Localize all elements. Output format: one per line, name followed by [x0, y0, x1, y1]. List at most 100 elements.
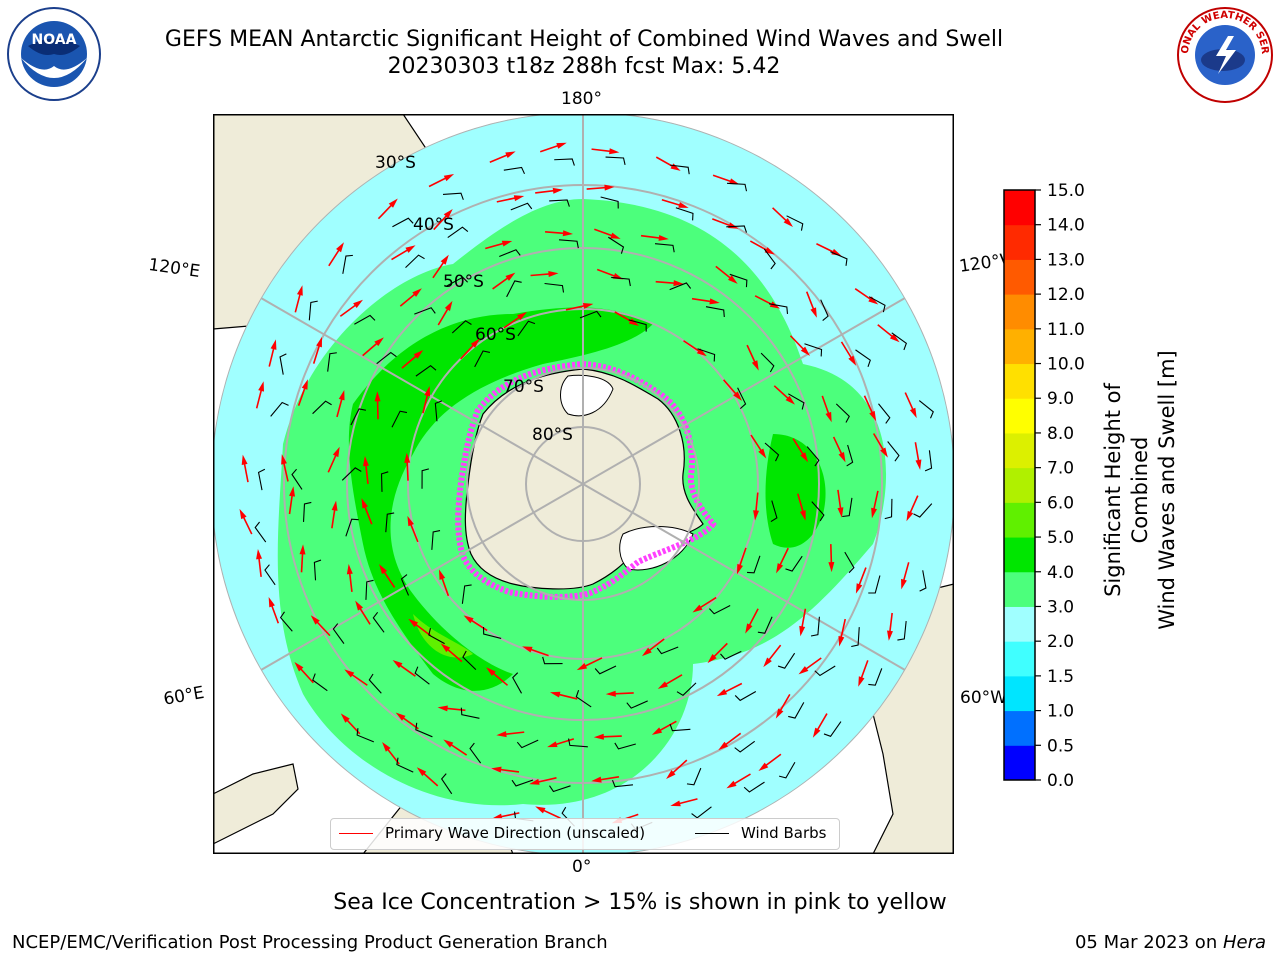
wind-barb: [608, 236, 625, 254]
wind-barb: [442, 192, 464, 200]
wave-arrow-head: [828, 562, 835, 573]
wave-arrow-head: [340, 713, 350, 723]
wind-barb: [372, 611, 385, 633]
wave-arrow-head: [751, 360, 759, 371]
wind-barb: [434, 400, 443, 422]
africa-land: [213, 763, 299, 845]
wave-arrow-head: [775, 708, 784, 719]
nws-logo: NATIONAL WEATHER SERVICE: [1176, 6, 1273, 103]
wave-arrow-head: [666, 770, 676, 779]
wave-arrow-head: [363, 456, 369, 467]
noaa-logo-text: NOAA: [32, 32, 77, 48]
colorbar-swatch: [1004, 432, 1035, 469]
wind-barb: [811, 501, 825, 522]
noaa-logo: NOAA: [7, 7, 101, 101]
wind-barb: [312, 400, 332, 415]
wave-arrow-head: [692, 604, 703, 613]
wind-barb: [380, 471, 389, 492]
legend-wave-direction: Primary Wave Direction (unscaled): [339, 824, 645, 842]
wave-arrow-head: [547, 741, 558, 748]
colorbar-swatch: [1004, 294, 1035, 330]
wind-barb: [396, 757, 414, 773]
colorbar-tick-label: 1.5: [1047, 667, 1074, 687]
wind-barb: [891, 332, 908, 351]
wind-barb: [510, 202, 533, 211]
wind-barb: [823, 721, 842, 737]
wave-arrow-head: [736, 563, 743, 575]
wave-arrow-head: [798, 666, 809, 675]
wave-arrow-head: [799, 510, 806, 521]
wind-barb: [814, 665, 836, 677]
legend-black-line: [695, 832, 729, 834]
wind-barb: [734, 691, 757, 702]
legend-wave-label: Primary Wave Direction (unscaled): [385, 824, 646, 842]
wind-barb: [611, 779, 634, 788]
colorbar-tick-label: 5.0: [1047, 528, 1074, 548]
wave-arrow-head: [463, 615, 474, 624]
wave-arrow-head: [355, 600, 364, 611]
wind-barb: [503, 166, 525, 175]
wave-arrow-head: [889, 333, 900, 343]
wind-barb: [918, 400, 934, 419]
wind-barb: [594, 665, 617, 675]
wave-arrow-head: [785, 395, 795, 405]
wave-arrow-head: [268, 596, 275, 608]
footer-date: 05 Mar 2023 on Hera: [1075, 932, 1266, 953]
wind-barb: [342, 254, 353, 274]
wind-barb: [356, 728, 375, 743]
lon-label-180: 180°: [561, 89, 602, 109]
wind-barb: [769, 303, 789, 315]
wave-arrow-head: [868, 296, 879, 305]
wind-barb: [428, 628, 445, 645]
wave-arrow-head: [470, 338, 480, 348]
sea-ice-edge: [455, 360, 717, 600]
wave-arrow-head: [513, 195, 525, 202]
wave-arrow-head: [909, 407, 917, 419]
wave-arrow-head: [346, 564, 353, 575]
wave-arrow-head: [344, 669, 355, 678]
lat-label-60s: 60°S: [475, 325, 516, 345]
wave-arrow-head: [443, 208, 453, 219]
colorbar-swatch: [1004, 190, 1035, 226]
wave-arrow-head: [336, 242, 344, 253]
wind-barb: [516, 739, 539, 749]
wave-arrow-head: [535, 806, 546, 814]
wind-barb: [884, 498, 893, 520]
colorbar-label-line2: Wind Waves and Swell [m]: [1155, 350, 1179, 630]
lon-label-60e: 60°E: [162, 682, 206, 710]
wave-arrow-head: [353, 299, 363, 309]
wind-barb: [257, 468, 266, 491]
wave-arrow-head: [610, 232, 621, 239]
wave-arrow-head: [609, 148, 620, 155]
vector-field: [239, 142, 934, 830]
wind-barb: [405, 254, 425, 268]
wave-arrow-head: [413, 350, 424, 359]
wave-arrow-head: [270, 339, 277, 350]
wave-arrow-head: [641, 647, 652, 657]
wave-arrow-head: [901, 578, 907, 590]
wind-barb: [451, 320, 472, 334]
lon-label-120e: 120°E: [147, 255, 202, 283]
wave-arrow-head: [670, 800, 681, 807]
wave-arrow-head: [776, 563, 784, 574]
wave-arrow-head: [678, 202, 689, 208]
colorbar-tick-label: 6.0: [1047, 493, 1074, 513]
wind-barb: [414, 307, 436, 315]
wind-barb: [770, 500, 778, 523]
colorbar-tick-label: 2.0: [1047, 632, 1074, 652]
wave-arrow-head: [289, 486, 296, 497]
wind-barb: [506, 280, 522, 298]
lat-label-40s: 40°S: [413, 215, 454, 235]
wind-barb: [830, 251, 848, 266]
wind-barb: [414, 666, 430, 685]
wind-barb: [461, 584, 472, 604]
wind-barb: [868, 296, 886, 313]
wave-arrow-head: [707, 653, 717, 664]
wind-barb: [279, 611, 293, 632]
wave-arrow-head: [331, 500, 338, 511]
wave-arrow-head: [294, 662, 304, 672]
wave-arrow-head: [549, 691, 561, 698]
wave-arrow-head: [404, 452, 411, 463]
colorbar-tick-label: 10.0: [1047, 355, 1085, 375]
wind-barb: [446, 276, 469, 287]
